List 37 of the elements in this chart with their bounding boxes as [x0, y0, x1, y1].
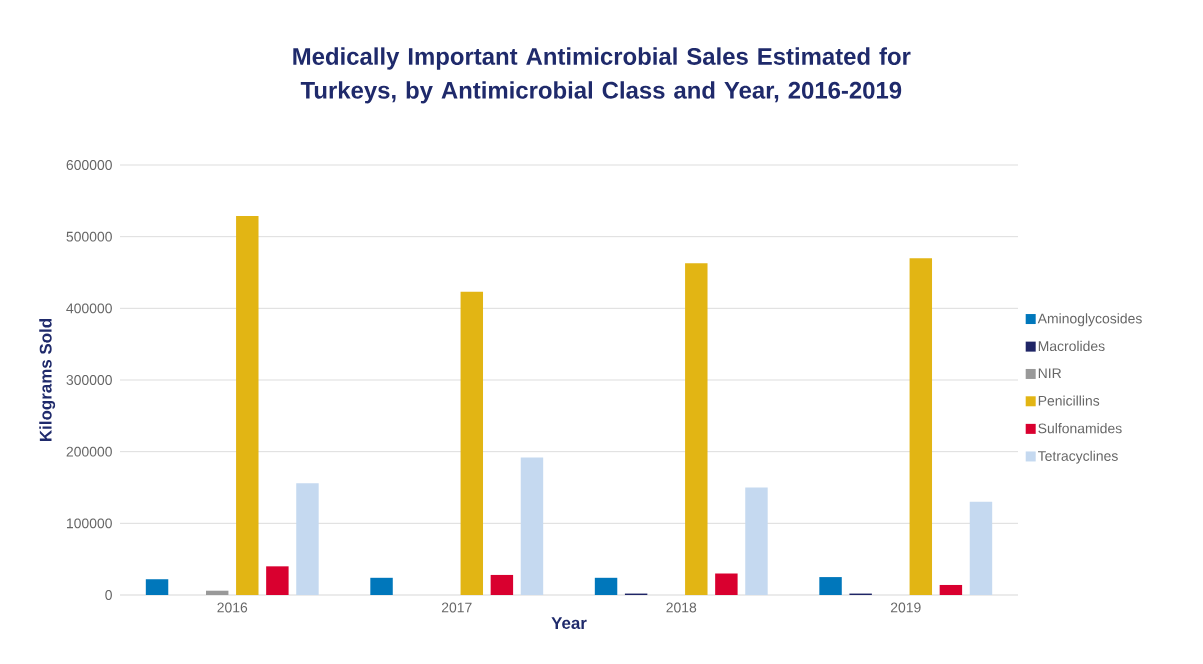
- bar: [969, 501, 993, 595]
- x-tick-label: 2016: [217, 602, 248, 613]
- y-axis-title: Kilograms Sold: [39, 319, 56, 441]
- bar: [205, 590, 229, 595]
- x-axis-title: Year: [551, 617, 587, 630]
- bar: [520, 457, 544, 595]
- legend-label: NIR: [1038, 368, 1062, 379]
- y-tick-label: 400000: [66, 303, 112, 314]
- bar: [685, 263, 708, 595]
- y-tick-label: 100000: [67, 518, 112, 529]
- bar: [490, 574, 514, 595]
- bar: [594, 577, 618, 595]
- bar: [745, 487, 768, 595]
- legend-label: Macrolides: [1038, 340, 1105, 352]
- x-tick-label: 2019: [890, 602, 921, 613]
- bar: [266, 566, 289, 595]
- y-tick-label: 0: [105, 590, 112, 600]
- chart-title: Medically Important Antimicrobial Sales Estimated for Turkeys, by Antimicrobial Class and Year, 2016-2019: [293, 47, 911, 104]
- y-tick-label: 600000: [66, 160, 112, 170]
- y-tick-label: 200000: [66, 446, 112, 457]
- bar: [939, 584, 963, 595]
- bar: [236, 215, 259, 595]
- x-tick-label: 2018: [666, 602, 697, 613]
- bar: [145, 579, 169, 595]
- y-tick-label: 500000: [66, 231, 112, 242]
- bar: [460, 291, 484, 595]
- legend-label: Tetracyclines: [1038, 450, 1118, 464]
- legend-label: Penicillins: [1038, 395, 1100, 406]
- legend-label: Aminoglycosides: [1037, 313, 1142, 327]
- y-tick-label: 300000: [66, 375, 112, 385]
- legend-label: Sulfonamides: [1038, 423, 1122, 434]
- bar: [296, 483, 319, 595]
- bar: [715, 573, 738, 595]
- bar: [909, 258, 933, 595]
- x-tick-label: 2017: [441, 602, 472, 613]
- bar: [819, 577, 842, 595]
- bar: [370, 577, 393, 595]
